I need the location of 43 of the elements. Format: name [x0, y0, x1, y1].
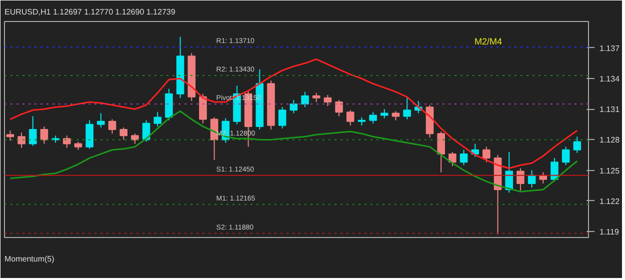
candlestick: [403, 97, 411, 120]
chart-title: EURUSD,H1 1.12697 1.12770 1.12690 1.12739: [4, 8, 176, 16]
candlestick: [290, 99, 298, 114]
candlestick: [278, 106, 286, 129]
y-tick-label: 1.122: [600, 196, 620, 206]
candlestick: [86, 120, 94, 150]
candlestick: [96, 112, 105, 128]
candlestick: [335, 99, 343, 117]
candlestick: [573, 136, 582, 154]
candlestick: [482, 146, 490, 163]
y-tick-label: 1.134: [600, 74, 620, 84]
candlestick: [562, 146, 570, 166]
candlestick: [392, 110, 400, 121]
candlestick: [62, 135, 71, 148]
candlestick: [460, 149, 468, 166]
text: Momentum(5): [4, 254, 55, 264]
candlestick: [108, 118, 116, 134]
candlestick: [40, 126, 48, 144]
y-tick-label: 1.131: [600, 105, 620, 114]
candlestick: [28, 116, 37, 146]
candlestick: [346, 110, 354, 126]
candlestick: [312, 92, 320, 102]
candlestick: [18, 132, 26, 148]
candlestick: [369, 112, 377, 124]
y-tick-label: 1.125: [600, 166, 620, 176]
candlestick: [131, 133, 139, 144]
y-tick-label: 1.128: [600, 136, 620, 145]
candlestick: [550, 158, 558, 182]
y-tick-label: 1.137: [600, 44, 620, 53]
candlestick: [301, 91, 309, 108]
annotation: M2/M4: [474, 36, 502, 46]
candlestick: [6, 130, 14, 142]
candlestick: [120, 126, 128, 140]
candlestick: [448, 151, 456, 167]
line-series: [9, 110, 578, 192]
candlestick: [199, 93, 207, 124]
candlestick: [380, 108, 388, 119]
candlestick: [324, 94, 332, 107]
y-tick-label: 1.119: [600, 227, 620, 236]
candlestick: [516, 168, 524, 192]
candlestick: [154, 112, 162, 127]
candlestick: [437, 131, 445, 173]
candlestick: [165, 88, 173, 121]
